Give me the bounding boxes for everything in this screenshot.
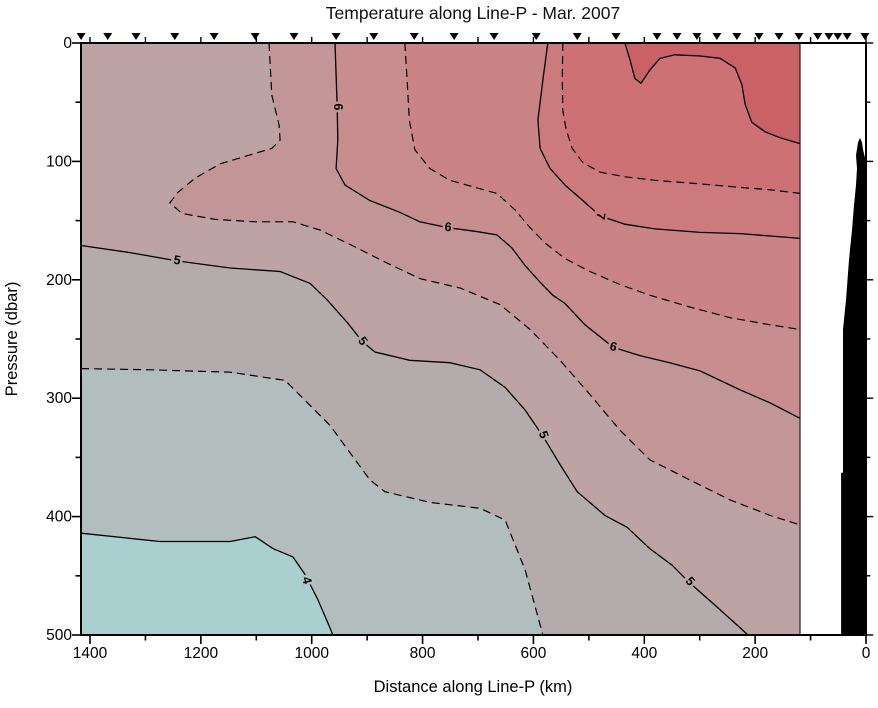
x-tick-200: 200: [742, 645, 768, 662]
contour-5.5: [168, 42, 801, 526]
station-marker: [489, 33, 499, 40]
axis-tick-labels: 1400 1200 1000 800 600 400 200 0 0 100 200 300 400 50…: [46, 35, 871, 662]
contour-5: [81, 244, 749, 636]
x-tick-1000: 1000: [294, 645, 329, 662]
station-marker: [754, 33, 764, 40]
bathymetry-silhouette: [841, 137, 866, 635]
y-tick-0: 0: [63, 35, 72, 52]
station-marker: [209, 33, 219, 40]
chart-title: Temperature along Line-P - Mar. 2007: [326, 3, 620, 23]
station-marker: [833, 33, 843, 40]
station-marker: [103, 33, 113, 40]
station-marker: [794, 33, 804, 40]
contour-7.5: [561, 42, 801, 194]
station-marker: [672, 33, 682, 40]
y-tick-300: 300: [46, 390, 72, 407]
y-tick-500: 500: [46, 627, 72, 644]
y-tick-400: 400: [46, 509, 72, 526]
station-marker: [409, 33, 419, 40]
x-tick-1400: 1400: [73, 645, 108, 662]
station-marker: [860, 33, 870, 40]
contour-lines: [81, 42, 801, 636]
station-marker: [289, 33, 299, 40]
contour-6.5: [404, 42, 801, 331]
contour-7: [537, 42, 801, 240]
station-marker: [732, 33, 742, 40]
station-marker: [449, 33, 459, 40]
y-tick-200: 200: [46, 272, 72, 289]
station-marker: [131, 33, 141, 40]
station-markers: [76, 33, 870, 40]
contour-8: [624, 42, 801, 145]
station-marker: [824, 33, 834, 40]
station-marker: [813, 33, 823, 40]
x-tick-0: 0: [862, 645, 871, 662]
x-tick-400: 400: [631, 645, 657, 662]
x-axis-label: Distance along Line-P (km): [374, 678, 573, 696]
station-marker: [692, 33, 702, 40]
contour-label-6: 6: [331, 103, 345, 110]
bathymetry-shape: [841, 137, 866, 635]
station-marker: [652, 33, 662, 40]
station-marker: [712, 33, 722, 40]
station-marker: [170, 33, 180, 40]
contour-4.5: [81, 368, 544, 636]
y-axis-label: Pressure (dbar): [3, 282, 21, 397]
axis-ticks: [72, 37, 874, 644]
station-marker: [369, 33, 379, 40]
station-marker: [774, 33, 784, 40]
contour-4: [81, 532, 334, 636]
x-tick-800: 800: [410, 645, 436, 662]
contour-band-fills: [80, 42, 801, 636]
x-tick-1200: 1200: [184, 645, 219, 662]
station-marker: [611, 33, 621, 40]
x-tick-600: 600: [520, 645, 546, 662]
y-tick-100: 100: [46, 153, 72, 170]
station-marker: [331, 33, 341, 40]
station-marker: [531, 33, 541, 40]
station-marker: [842, 33, 852, 40]
station-marker: [76, 33, 86, 40]
contour-6: [334, 42, 801, 419]
station-marker: [572, 33, 582, 40]
station-marker: [250, 33, 260, 40]
